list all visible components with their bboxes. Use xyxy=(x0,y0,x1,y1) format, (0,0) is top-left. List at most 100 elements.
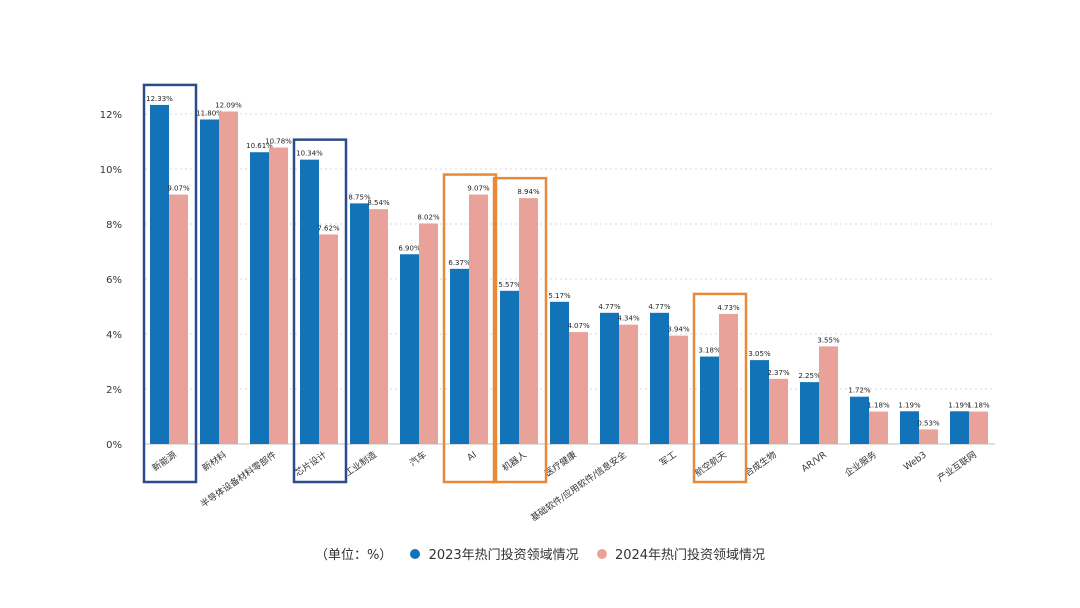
data-label: 8.75% xyxy=(348,193,371,201)
data-label: 6.90% xyxy=(398,244,421,252)
data-label: 3.94% xyxy=(667,326,690,334)
data-label: 1.18% xyxy=(967,402,990,410)
data-label: 4.77% xyxy=(648,303,671,311)
bar xyxy=(800,382,819,444)
x-tick-label: 半导体设备材料零部件 xyxy=(198,449,279,510)
data-label: 6.37% xyxy=(448,259,471,267)
bar xyxy=(319,234,338,444)
x-tick-label: Web3 xyxy=(902,450,929,473)
y-tick-label: 12% xyxy=(100,110,122,121)
bar xyxy=(650,312,669,444)
highlight-box xyxy=(442,173,498,484)
legend-swatch-2024 xyxy=(596,548,607,559)
bar xyxy=(169,194,188,444)
y-tick-label: 8% xyxy=(106,220,122,231)
bar xyxy=(369,209,388,444)
data-label: 3.18% xyxy=(698,347,721,355)
data-label: 3.05% xyxy=(748,350,771,358)
legend-label-2024: 2024年热门投资领域情况 xyxy=(614,548,766,563)
bar xyxy=(569,332,588,444)
bar xyxy=(350,203,369,444)
data-label: 4.77% xyxy=(598,303,621,311)
bar xyxy=(550,301,569,444)
data-label: 5.17% xyxy=(548,292,571,300)
data-label: 12.33% xyxy=(146,95,173,103)
y-tick-label: 4% xyxy=(106,330,122,341)
bar xyxy=(919,429,938,444)
bar xyxy=(869,411,888,444)
bar xyxy=(219,111,238,445)
data-label: 2.37% xyxy=(767,369,790,377)
bar xyxy=(769,378,788,444)
x-tick-label: AI xyxy=(466,450,479,463)
y-tick-label: 0% xyxy=(106,440,122,451)
legend-swatch-2023 xyxy=(410,548,421,559)
bar xyxy=(700,356,719,444)
x-tick-label: AR/VR xyxy=(800,450,829,474)
bar xyxy=(819,346,838,444)
x-tick-label: 产业互联网 xyxy=(935,449,979,485)
data-label: 3.55% xyxy=(817,336,840,344)
bar xyxy=(619,324,638,444)
bar xyxy=(450,268,469,444)
data-label: 5.57% xyxy=(498,281,521,289)
bar xyxy=(600,312,619,444)
bar xyxy=(300,159,319,444)
x-tick-label: 工业制造 xyxy=(342,449,378,479)
legend: （单位：%） 2023年热门投资领域情况 2024年热门投资领域情况 xyxy=(0,544,1080,563)
bar xyxy=(969,411,988,444)
data-label: 4.73% xyxy=(717,304,740,312)
bar-chart: 0% 2% 4% 6% 8% 10% 12% 12.33% 11.80% 10.61% 10.34%… xyxy=(100,83,995,524)
bar xyxy=(469,194,488,444)
data-label: 1.19% xyxy=(898,401,921,409)
bar xyxy=(719,313,738,444)
data-label: 12.09% xyxy=(215,102,242,110)
y-tick-label: 10% xyxy=(100,165,122,176)
data-label: 8.54% xyxy=(367,199,390,207)
y-tick-label: 6% xyxy=(106,275,122,286)
x-tick-label: 航空航天 xyxy=(692,449,728,479)
data-label: 8.02% xyxy=(417,213,440,221)
data-label: 8.94% xyxy=(517,188,540,196)
bar xyxy=(419,223,438,444)
highlight-box xyxy=(292,138,348,484)
bar xyxy=(850,396,869,444)
highlight-box xyxy=(692,292,748,484)
x-tick-label: 芯片设计 xyxy=(292,449,328,479)
x-tick-label: 合成生物 xyxy=(742,449,778,479)
data-label: 10.61% xyxy=(246,142,273,150)
bar xyxy=(950,411,969,444)
unit-label: （单位：%） xyxy=(314,548,393,563)
highlight-box xyxy=(142,83,198,484)
data-label: 1.18% xyxy=(867,402,890,410)
x-tick-label: 汽车 xyxy=(407,449,429,469)
data-label: 10.78% xyxy=(265,138,292,146)
bar xyxy=(150,104,169,445)
bar xyxy=(519,198,538,444)
x-tick-label: 机器人 xyxy=(500,449,529,474)
data-label: 9.07% xyxy=(467,185,490,193)
x-tick-label: 企业服务 xyxy=(842,449,878,479)
y-tick-label: 2% xyxy=(106,385,122,396)
bar xyxy=(750,360,769,444)
data-label: 7.62% xyxy=(317,224,340,232)
data-label: 0.53% xyxy=(917,419,940,427)
bar xyxy=(500,290,519,444)
data-label: 1.19% xyxy=(948,401,971,409)
bar xyxy=(669,335,688,444)
bar xyxy=(269,147,288,445)
data-label: 4.34% xyxy=(617,315,640,323)
bar xyxy=(250,152,269,444)
data-label: 10.34% xyxy=(296,150,323,158)
highlight-box xyxy=(492,176,548,484)
x-tick-label: 新能源 xyxy=(150,449,179,474)
x-tick-label: 医疗健康 xyxy=(542,449,578,479)
data-label: 1.72% xyxy=(848,387,871,395)
x-tick-label: 基础软件/应用软件/信息安全 xyxy=(528,449,628,524)
bar xyxy=(400,254,419,444)
x-tick-label: 军工 xyxy=(658,449,679,468)
data-label: 11.80% xyxy=(196,110,223,118)
legend-label-2023: 2023年热门投资领域情况 xyxy=(428,548,579,563)
data-label: 4.07% xyxy=(567,322,590,330)
